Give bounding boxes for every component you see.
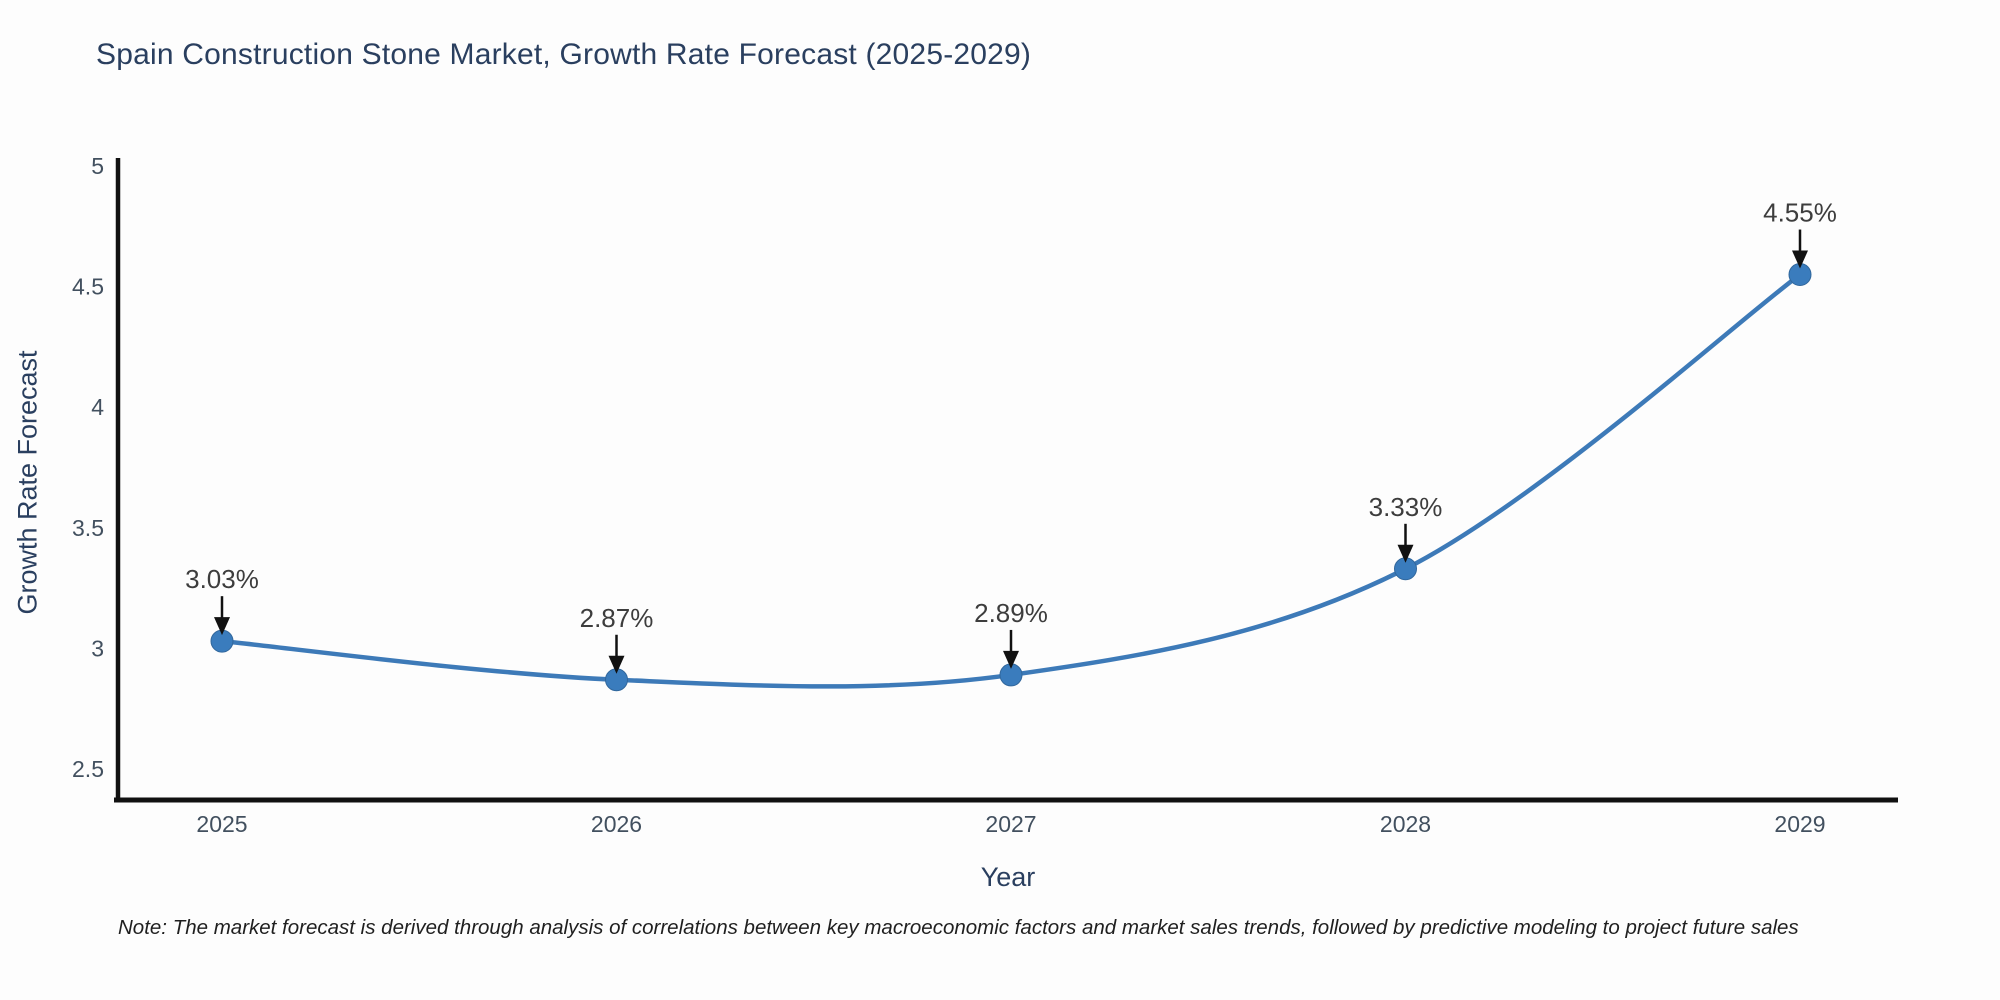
y-axis-tick-label: 3 (91, 635, 104, 661)
y-axis-tick-label: 3.5 (72, 515, 104, 541)
trend-line (219, 272, 1803, 689)
annotation-arrow-head (214, 617, 230, 636)
y-axis-tick-label: 4 (91, 394, 104, 420)
annotation-arrow-head (1397, 544, 1414, 563)
y-axis-tick-label: 5 (91, 153, 104, 179)
y-axis-tick-label: 4.5 (72, 274, 104, 300)
data-point-annotation: 2.87% (580, 603, 654, 633)
y-axis-title: Growth Rate Forecast (12, 350, 43, 615)
data-point-annotation: 3.03% (185, 564, 259, 594)
x-axis-tick-label: 2026 (591, 811, 642, 837)
annotation-arrow-head (1003, 650, 1019, 669)
annotation-arrow-head (608, 655, 625, 674)
x-axis-tick-label: 2029 (1774, 811, 1825, 837)
y-axis-tick-label: 2.5 (72, 756, 104, 782)
x-axis-tick-label: 2027 (985, 811, 1036, 837)
x-axis-tick-label: 2025 (196, 811, 247, 837)
data-point-annotation: 4.55% (1763, 198, 1837, 228)
chart-title: Spain Construction Stone Market, Growth … (96, 38, 1032, 71)
x-axis-tick-label: 2028 (1380, 811, 1431, 837)
footnote: Note: The market forecast is derived thr… (118, 916, 1799, 939)
annotation-arrow-head (1792, 250, 1808, 269)
data-point-annotation: 2.89% (974, 598, 1048, 628)
x-axis-title: Year (980, 862, 1036, 892)
data-point-annotation: 3.33% (1369, 492, 1443, 522)
